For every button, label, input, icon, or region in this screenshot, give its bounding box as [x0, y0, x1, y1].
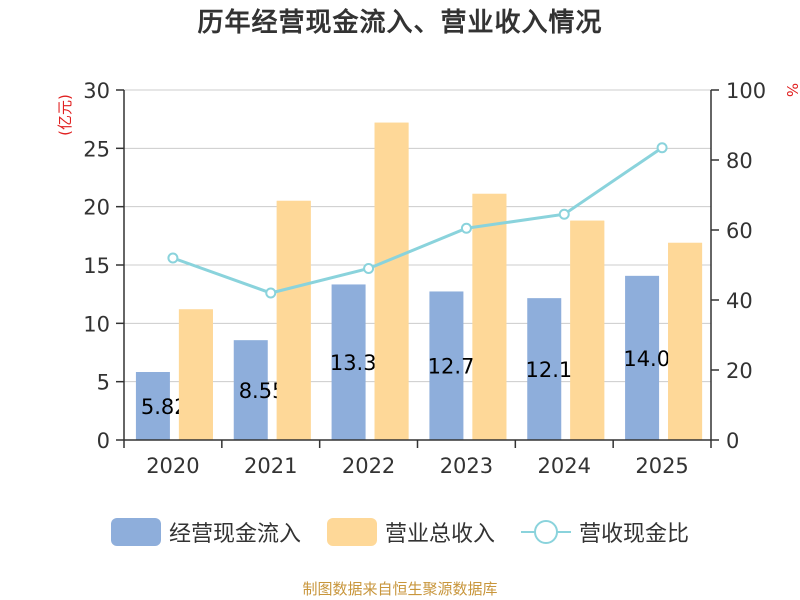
y-left-tick-label: 30 [83, 79, 110, 103]
y-left-tick-label: 10 [83, 312, 110, 336]
chart-title: 历年经营现金流入、营业收入情况 [197, 8, 603, 38]
bar-cash-inflow [135, 372, 170, 440]
point-ratio [265, 287, 277, 299]
y-left-tick-label: 5 [97, 371, 110, 395]
legend-swatch-cash-inflow [110, 518, 161, 546]
bar-cash-inflow [429, 291, 464, 440]
bar-revenue-overlay [668, 242, 703, 440]
y-left-tick-label: 0 [97, 429, 110, 453]
legend-swatch-ratio [521, 518, 571, 546]
y-right-tick-label: 20 [726, 359, 753, 383]
y-right-unit: % [783, 83, 800, 97]
x-tick-label: 2024 [538, 454, 591, 478]
bar-cash-inflow [331, 284, 366, 440]
bar-revenue-overlay [276, 200, 311, 440]
data-source-note: 制图数据来自恒生聚源数据库 [302, 580, 498, 598]
legend-swatch-revenue [326, 518, 377, 546]
x-tick-label: 2021 [244, 454, 297, 478]
y-left-tick-label: 20 [83, 196, 110, 220]
bar-cash-inflow [527, 298, 562, 440]
legend-item-ratio[interactable]: 营收现金比 [521, 516, 689, 548]
bar-cash-inflow [233, 340, 268, 440]
y-left-unit: (亿元) [56, 94, 74, 136]
x-tick-label: 2023 [440, 454, 493, 478]
y-left-tick-label: 25 [83, 137, 110, 161]
y-right-tick-label: 0 [726, 429, 739, 453]
x-tick-label: 2022 [342, 454, 395, 478]
x-tick-label: 2025 [635, 454, 688, 478]
y-left-tick-label: 15 [83, 254, 110, 278]
bar-revenue-overlay [178, 309, 213, 440]
y-right-tick-label: 40 [726, 289, 753, 313]
x-tick-label: 2020 [146, 454, 199, 478]
legend: 经营现金流入 营业总收入 营收现金比 [0, 516, 800, 548]
y-right-tick-label: 60 [726, 219, 753, 243]
y-right-tick-label: 100 [726, 79, 766, 103]
point-ratio [363, 263, 375, 274]
point-ratio [656, 142, 668, 154]
line-ratio [172, 146, 663, 295]
bar-revenue-overlay [374, 122, 409, 441]
bar-revenue-overlay [570, 220, 605, 440]
legend-label-revenue: 营业总收入 [384, 522, 495, 547]
legend-label-ratio: 营收现金比 [579, 522, 690, 547]
legend-item-cash-inflow[interactable]: 经营现金流入 [110, 516, 301, 548]
legend-label-cash-inflow: 经营现金流入 [168, 522, 301, 547]
point-ratio [167, 252, 179, 264]
y-right-tick-label: 80 [726, 149, 753, 173]
point-ratio [558, 208, 570, 220]
bar-cash-inflow [625, 275, 660, 440]
bar-revenue-overlay [472, 193, 507, 440]
point-ratio [460, 222, 472, 234]
legend-item-revenue[interactable]: 营业总收入 [326, 516, 495, 548]
